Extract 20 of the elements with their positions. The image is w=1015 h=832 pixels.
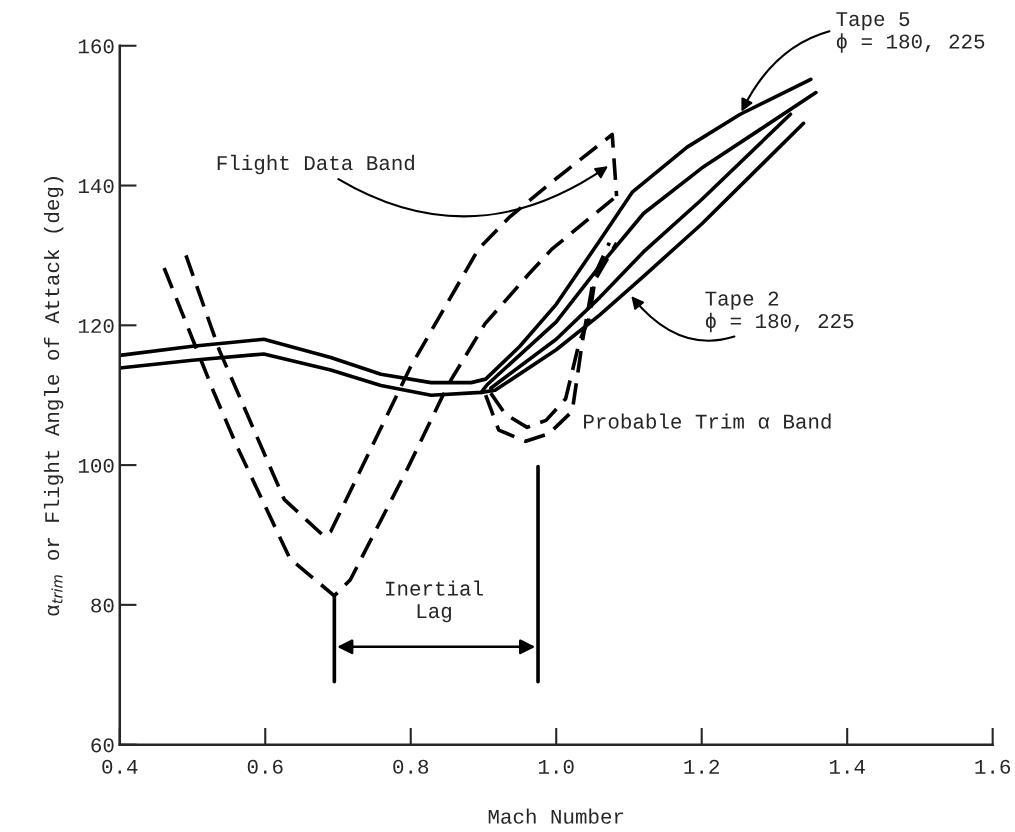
y-tick-label: 60 (91, 738, 114, 753)
x-tick-label: 1.0 (538, 759, 574, 774)
x-axis-title: Mach Number (488, 808, 624, 824)
y-tick-label: 80 (91, 598, 114, 613)
x-tick-label: 0.6 (247, 759, 283, 774)
y-tick-label: 100 (78, 458, 114, 473)
x-tick-label: 1.2 (684, 759, 719, 774)
x-tick-label: 1.4 (829, 759, 865, 774)
annotation: Probable Trim α Band (584, 413, 831, 429)
x-tick-label: 0.8 (393, 759, 429, 774)
annotation: Flight Data Band (217, 154, 414, 175)
annotation: Inertial Lag (386, 580, 483, 623)
y-tick-label: 160 (78, 39, 114, 54)
annotation: Tape 5 ϕ = 180, 225 (836, 12, 985, 53)
annotation: Tape 2 ϕ = 180, 225 (705, 291, 854, 333)
x-tick-label: 1.6 (975, 759, 1011, 774)
y-tick-label: 120 (78, 318, 114, 334)
y-axis-title: α$_{trim}$ or Flight Angle of Attack (deg) (43, 177, 64, 616)
y-tick-label: 140 (78, 179, 114, 194)
x-tick-label: 0.4 (102, 759, 138, 774)
